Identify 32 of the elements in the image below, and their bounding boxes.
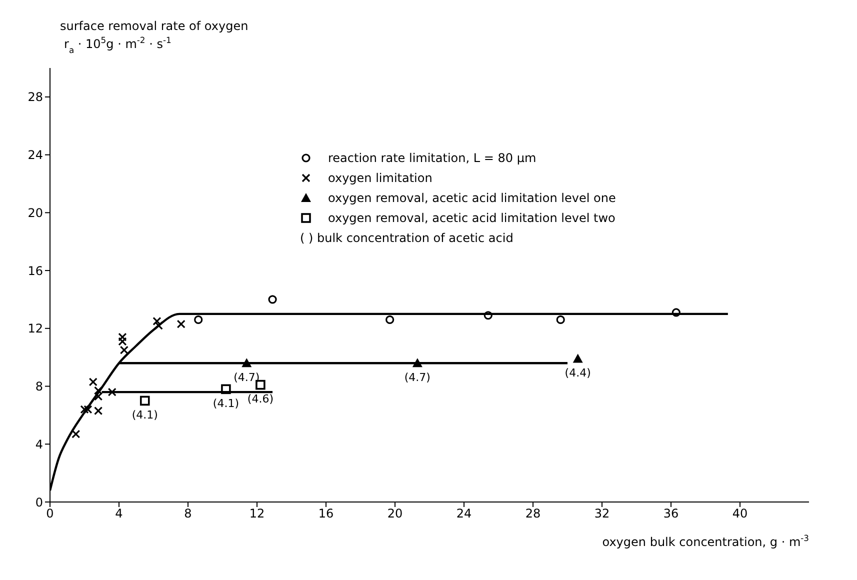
x-axis-title: oxygen bulk concentration, g · m$^{-3}$ (602, 533, 809, 549)
y-tick-label: 28 (28, 90, 43, 104)
x-tick-label: 24 (456, 506, 472, 521)
annotation: (4.1) (212, 396, 239, 410)
annotation: (4.6) (247, 392, 274, 406)
annotation: (4.4) (564, 366, 591, 380)
legend-label: oxygen removal, acetic acid limitation level one (328, 191, 616, 205)
legend-label: oxygen limitation (328, 171, 432, 185)
x-tick-label: 28 (525, 506, 541, 521)
text: surface removal rate of oxygen r$_{a}$ · 10$^{5}$g · m$^{-2}$ · s$^{-1}$ (60, 19, 248, 55)
x-tick-label: 0 (46, 506, 54, 521)
annotation: (4.7) (404, 370, 430, 384)
legend-label: oxygen removal, acetic acid limitation level two (328, 211, 616, 225)
annotation: (4.7) (234, 370, 260, 384)
x-tick-label: 32 (594, 506, 610, 521)
annotation: (4.1) (132, 408, 158, 422)
x-tick-label: 8 (184, 506, 192, 521)
y-tick-label: 12 (28, 322, 43, 336)
y-tick-label: 20 (28, 206, 43, 220)
x-tick-label: 36 (663, 506, 679, 521)
y-tick-label: 16 (28, 264, 43, 278)
x-tick-label: 12 (249, 506, 265, 521)
y-tick-label: 24 (28, 148, 43, 162)
y-tick-label: 0 (35, 495, 43, 510)
x-tick-label: 16 (318, 506, 334, 521)
y-tick-label: 4 (35, 437, 43, 452)
x-tick-label: 40 (732, 506, 748, 521)
annotation: ( ) bulk concentration of acetic acid (300, 231, 514, 245)
y-tick-label: 8 (35, 380, 43, 394)
x-tick-label: 20 (387, 506, 403, 521)
x-tick-label: 4 (115, 506, 123, 521)
legend-label: reaction rate limitation, L = 80 μm (328, 151, 536, 165)
